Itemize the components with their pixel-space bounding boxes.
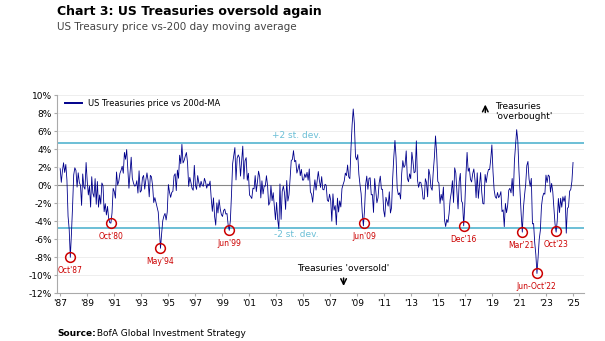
Text: Dec'16: Dec'16 xyxy=(451,235,477,244)
Text: Jun-Oct'22: Jun-Oct'22 xyxy=(517,282,557,292)
Text: Treasuries 'oversold': Treasuries 'oversold' xyxy=(298,265,390,273)
Text: Chart 3: US Treasuries oversold again: Chart 3: US Treasuries oversold again xyxy=(57,5,322,18)
Text: Oct'87: Oct'87 xyxy=(58,266,83,275)
Text: Treasuries
'overbought': Treasuries 'overbought' xyxy=(495,102,552,121)
Text: Mar'21: Mar'21 xyxy=(509,241,535,250)
Text: Oct'80: Oct'80 xyxy=(99,232,123,241)
Text: -2 st. dev.: -2 st. dev. xyxy=(274,230,319,239)
Text: Oct'23: Oct'23 xyxy=(544,240,569,249)
Legend: US Treasuries price vs 200d-MA: US Treasuries price vs 200d-MA xyxy=(62,96,224,112)
Text: +2 st. dev.: +2 st. dev. xyxy=(272,131,321,140)
Text: Source:: Source: xyxy=(57,329,96,338)
Text: Jun'09: Jun'09 xyxy=(352,232,376,241)
Text: Jun'99: Jun'99 xyxy=(217,239,241,248)
Text: May'94: May'94 xyxy=(146,257,174,266)
Text: BofA Global Investment Strategy: BofA Global Investment Strategy xyxy=(94,329,246,338)
Text: US Treasury price vs-200 day moving average: US Treasury price vs-200 day moving aver… xyxy=(57,22,297,32)
